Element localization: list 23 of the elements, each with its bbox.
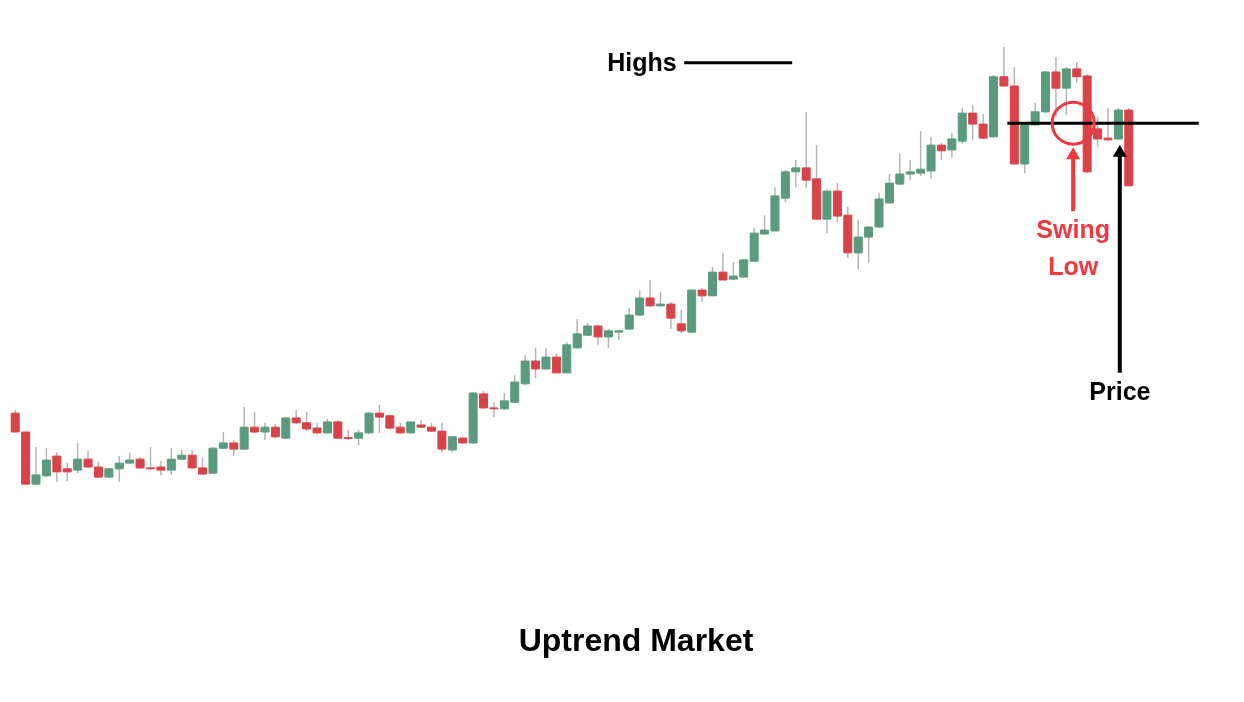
candlestick — [250, 411, 260, 434]
candlestick — [531, 347, 541, 379]
candlestick — [1072, 61, 1082, 84]
candlestick — [1051, 56, 1061, 118]
candlestick — [239, 406, 249, 451]
candlestick — [73, 442, 83, 474]
candlestick — [541, 347, 551, 371]
candlestick — [676, 309, 686, 334]
annotation: Swing Low — [1035, 214, 1111, 283]
candlestick — [551, 352, 561, 374]
candlestick — [520, 354, 530, 386]
candlestick — [666, 301, 676, 330]
candlestick — [718, 252, 728, 281]
candlestick — [62, 462, 72, 482]
candlestick — [343, 429, 353, 441]
candlestick — [1061, 66, 1071, 116]
annotation: Highs — [607, 47, 677, 77]
candlestick — [645, 279, 655, 308]
candlestick — [52, 451, 62, 483]
candlestick — [708, 266, 717, 297]
candlestick — [593, 324, 603, 346]
annotation: Price — [1089, 376, 1151, 406]
text: Uptrend Market — [518, 621, 754, 658]
